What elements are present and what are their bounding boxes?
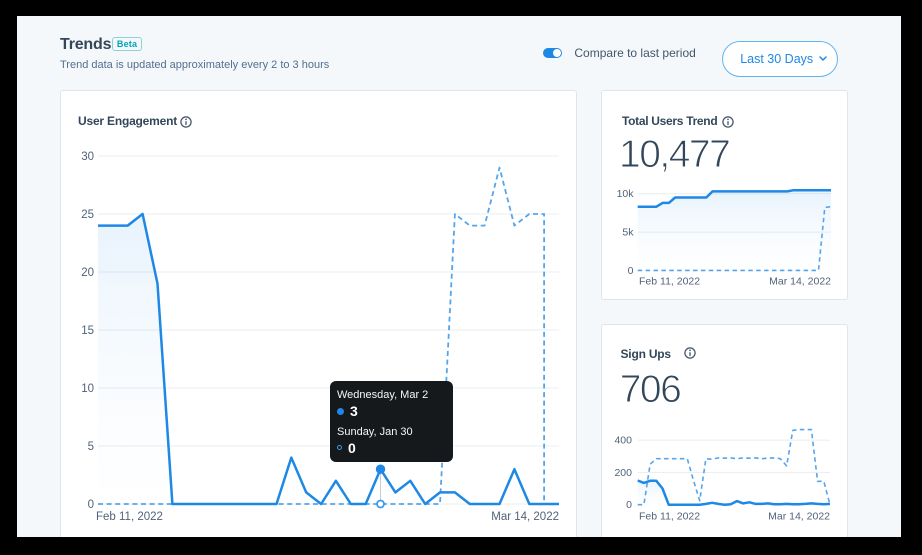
- svg-text:10k: 10k: [617, 188, 635, 200]
- svg-text:Feb 11, 2022: Feb 11, 2022: [96, 511, 163, 523]
- svg-text:Feb 11, 2022: Feb 11, 2022: [639, 276, 700, 288]
- svg-text:5: 5: [88, 441, 94, 453]
- svg-text:15: 15: [81, 325, 94, 337]
- svg-text:25: 25: [81, 209, 94, 221]
- svg-text:400: 400: [614, 435, 632, 447]
- svg-text:5k: 5k: [622, 227, 634, 239]
- svg-text:0: 0: [628, 265, 634, 277]
- svg-text:10: 10: [81, 383, 94, 395]
- svg-text:Mar 14, 2022: Mar 14, 2022: [769, 276, 831, 288]
- svg-text:Feb 11, 2022: Feb 11, 2022: [639, 511, 700, 523]
- svg-text:Mar 14, 2022: Mar 14, 2022: [768, 511, 830, 523]
- svg-text:200: 200: [614, 467, 632, 479]
- svg-text:Mar 14, 2022: Mar 14, 2022: [491, 511, 559, 523]
- svg-text:30: 30: [81, 151, 94, 163]
- svg-text:0: 0: [626, 499, 632, 511]
- svg-text:20: 20: [81, 267, 94, 279]
- svg-text:0: 0: [88, 499, 94, 511]
